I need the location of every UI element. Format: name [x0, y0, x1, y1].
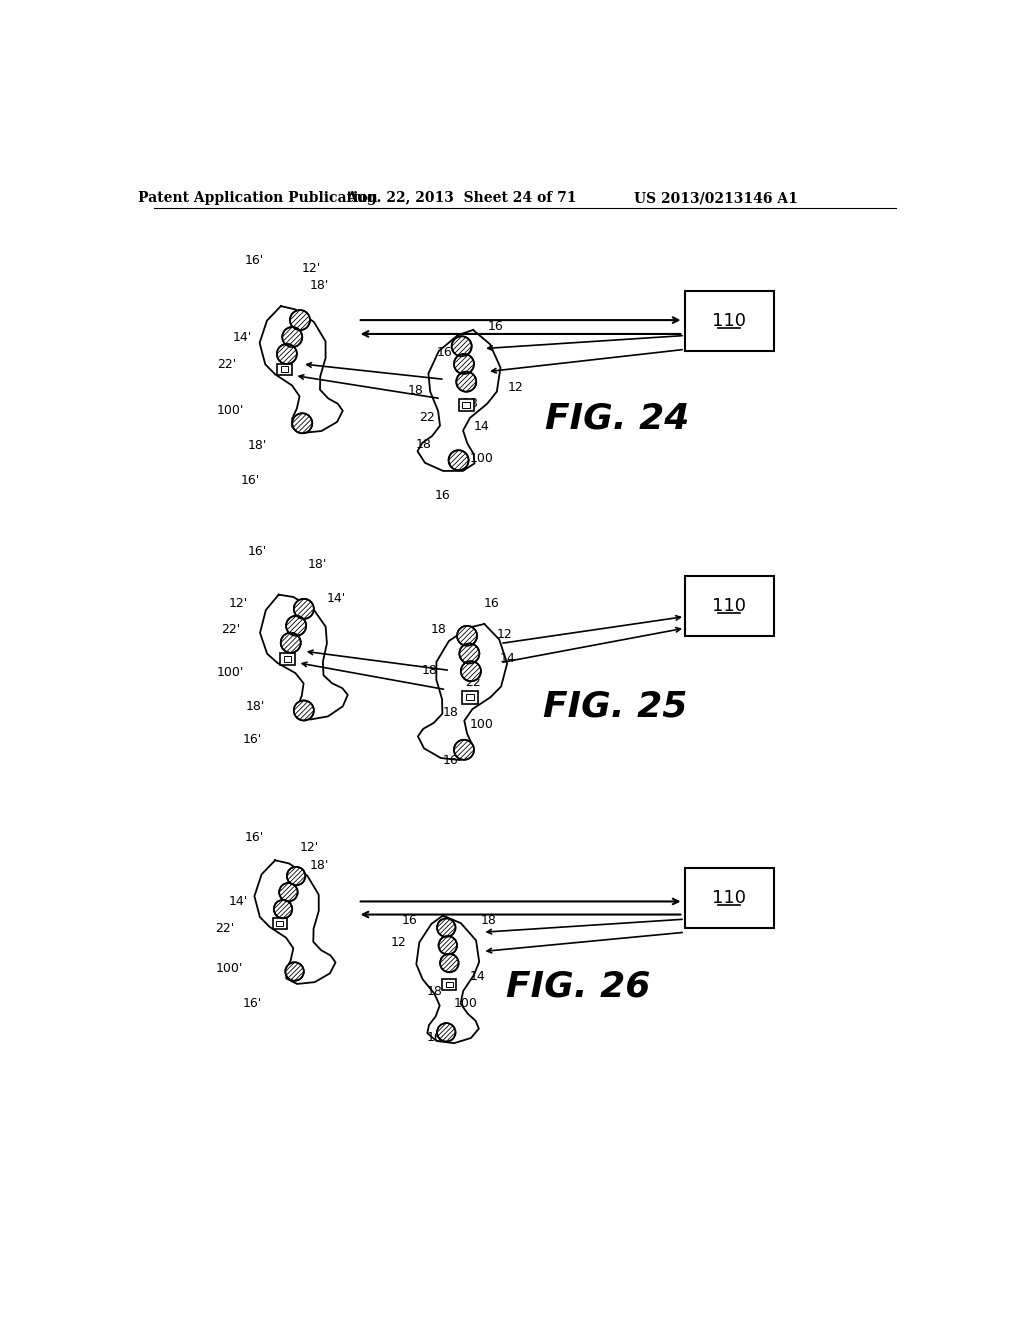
Text: 18': 18' [246, 700, 265, 713]
Text: 12': 12' [229, 597, 249, 610]
Text: 12: 12 [391, 936, 407, 949]
Circle shape [457, 372, 476, 392]
Circle shape [287, 867, 305, 886]
Text: 16': 16' [243, 733, 261, 746]
Text: 18: 18 [431, 623, 446, 636]
Text: 22': 22' [217, 358, 237, 371]
Text: FIG. 25: FIG. 25 [543, 689, 687, 723]
Bar [445, 982, 453, 987]
Bar [466, 694, 474, 701]
Text: 18': 18' [309, 859, 329, 871]
Text: 18: 18 [408, 384, 424, 397]
Text: 18': 18' [248, 440, 267, 453]
Text: 18: 18 [422, 664, 437, 677]
Text: 18: 18 [427, 985, 443, 998]
Bar [685, 576, 773, 636]
Circle shape [454, 739, 474, 760]
Circle shape [286, 962, 304, 981]
Text: 16: 16 [437, 346, 453, 359]
Text: 18': 18' [309, 279, 329, 292]
Circle shape [273, 900, 292, 919]
Circle shape [452, 337, 472, 356]
Text: 16: 16 [427, 1031, 442, 1044]
Text: 18: 18 [481, 915, 497, 927]
Text: Aug. 22, 2013  Sheet 24 of 71: Aug. 22, 2013 Sheet 24 of 71 [346, 191, 577, 206]
Bar [463, 692, 478, 704]
Circle shape [460, 644, 479, 664]
Text: 110: 110 [713, 890, 746, 907]
Text: 12: 12 [497, 628, 512, 640]
Text: 18': 18' [307, 558, 327, 572]
Text: 14: 14 [473, 420, 489, 433]
Text: 14: 14 [500, 652, 515, 665]
Text: 16: 16 [483, 597, 499, 610]
Circle shape [283, 327, 302, 347]
Bar [276, 921, 284, 927]
Text: 22: 22 [419, 411, 435, 424]
Text: 16': 16' [241, 474, 260, 487]
Text: 16: 16 [442, 754, 458, 767]
Circle shape [438, 936, 457, 954]
Bar [685, 290, 773, 351]
Text: FIG. 26: FIG. 26 [506, 969, 650, 1003]
Circle shape [294, 599, 313, 619]
Circle shape [280, 883, 298, 902]
Bar [273, 919, 287, 929]
Circle shape [292, 413, 312, 433]
Text: Patent Application Publication: Patent Application Publication [138, 191, 378, 206]
Text: 100: 100 [469, 718, 494, 731]
Text: 100: 100 [454, 998, 478, 1010]
Text: 12: 12 [508, 381, 523, 395]
Text: 16': 16' [245, 253, 264, 267]
Text: 16': 16' [245, 832, 264, 843]
Text: 100: 100 [469, 453, 494, 465]
Text: 22': 22' [221, 623, 241, 636]
Text: 22': 22' [215, 921, 234, 935]
Text: 14: 14 [469, 970, 485, 982]
Text: 14': 14' [232, 330, 252, 343]
Circle shape [440, 954, 459, 973]
Bar [278, 363, 292, 375]
Text: 16: 16 [435, 490, 451, 502]
Circle shape [449, 450, 469, 470]
Text: US 2013/0213146 A1: US 2013/0213146 A1 [634, 191, 798, 206]
Circle shape [457, 626, 477, 645]
Text: 18: 18 [416, 438, 431, 451]
Text: 100': 100' [215, 962, 243, 975]
Circle shape [276, 345, 297, 364]
Text: 14': 14' [229, 895, 249, 908]
Text: 16': 16' [248, 545, 267, 557]
Bar [459, 399, 474, 411]
Text: 16: 16 [487, 319, 504, 333]
Circle shape [286, 616, 306, 636]
Bar [281, 653, 295, 665]
Text: 16: 16 [401, 915, 418, 927]
Circle shape [437, 919, 456, 937]
Text: 12': 12' [301, 261, 321, 275]
Text: 14': 14' [327, 593, 346, 606]
Bar [442, 979, 457, 990]
Bar [685, 869, 773, 928]
Text: 16': 16' [243, 998, 261, 1010]
Text: 18: 18 [463, 397, 478, 409]
Bar [281, 367, 288, 372]
Bar [463, 401, 470, 408]
Text: 100': 100' [217, 667, 244, 680]
Text: 110: 110 [713, 312, 746, 330]
Circle shape [437, 1023, 456, 1041]
Text: 22: 22 [466, 676, 481, 689]
Text: 100': 100' [217, 404, 244, 417]
Text: FIG. 24: FIG. 24 [545, 401, 689, 436]
Circle shape [290, 310, 310, 330]
Bar [284, 656, 291, 661]
Text: 22: 22 [438, 957, 455, 970]
Circle shape [294, 701, 313, 721]
Circle shape [281, 632, 301, 653]
Circle shape [454, 354, 474, 374]
Text: 12': 12' [300, 841, 319, 854]
Circle shape [461, 661, 481, 681]
Text: 110: 110 [713, 597, 746, 615]
Text: 18: 18 [442, 706, 459, 719]
